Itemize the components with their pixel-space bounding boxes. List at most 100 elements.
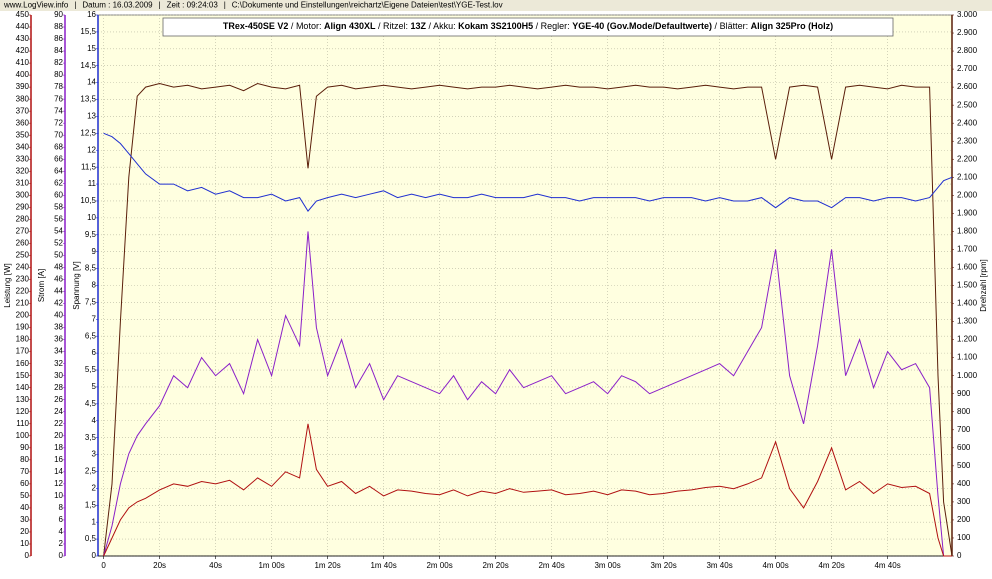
- y-tick-label: 48: [54, 263, 63, 272]
- info-part: Akku:: [433, 21, 456, 31]
- y-tick-label: 6: [92, 348, 97, 357]
- y-tick-label: 15,5: [80, 27, 96, 36]
- y-tick-label: 190: [16, 323, 30, 332]
- series-line: [103, 132, 953, 212]
- x-tick-label: 20s: [153, 561, 166, 570]
- info-part: TRex-450SE V2: [223, 21, 289, 31]
- y-tick-label: 32: [54, 359, 63, 368]
- y-tick-label: 3: [92, 450, 97, 459]
- separator: /: [288, 21, 296, 31]
- y-tick-label: 46: [54, 275, 63, 284]
- y-tick-label: 11: [88, 179, 97, 188]
- y-tick-label: 1.100: [957, 353, 978, 362]
- header-bar: [0, 0, 992, 11]
- y-tick-label: 54: [54, 227, 63, 236]
- series-line: [103, 82, 953, 557]
- y-tick-label: 78: [54, 82, 63, 91]
- y-tick-label: 280: [16, 214, 30, 223]
- y-tick-label: 22: [54, 419, 63, 428]
- y-tick-label: 220: [16, 287, 30, 296]
- y-tick-label: 900: [957, 389, 971, 398]
- header: www.LogView.info | Datum : 16.03.2009 | Zeit…: [3, 1, 503, 10]
- y-tick-label: 50: [20, 491, 29, 500]
- y-tick-label: 12: [87, 145, 96, 154]
- y-tick-label: 52: [54, 239, 63, 248]
- y-tick-label: 38: [54, 323, 63, 332]
- y-tick-label: 160: [16, 359, 30, 368]
- y-tick-label: 360: [16, 118, 30, 127]
- info-part: Motor:: [296, 21, 322, 31]
- y-tick-label: 12,5: [80, 128, 96, 137]
- y-tick-label: 16: [54, 455, 63, 464]
- y-tick-label: 2: [59, 539, 64, 548]
- y-tick-label: 440: [16, 22, 30, 31]
- y-tick-label: 2.000: [957, 190, 978, 199]
- y-tick-label: 390: [16, 82, 30, 91]
- y-tick-label: 16: [87, 10, 96, 19]
- axis-title: Strom [A]: [37, 269, 46, 302]
- y-tick-label: 150: [16, 371, 30, 380]
- y-tick-label: 10: [20, 539, 29, 548]
- x-tick-label: 3m 20s: [650, 561, 676, 570]
- y-tick-label: 320: [16, 166, 30, 175]
- y-tick-label: 2.100: [957, 172, 978, 181]
- y-tick-label: 70: [20, 467, 29, 476]
- y-tick-label: 5: [92, 382, 97, 391]
- y-tick-label: 450: [16, 10, 30, 19]
- y-tick-label: 12: [54, 479, 63, 488]
- y-tick-label: 420: [16, 46, 30, 55]
- separator: |: [224, 1, 226, 10]
- y-tick-label: 2.600: [957, 82, 978, 91]
- x-tick-label: 2m 40s: [538, 561, 564, 570]
- y-tick-label: 11,5: [81, 162, 97, 171]
- separator: |: [159, 1, 161, 10]
- y-tick-label: 50: [54, 251, 63, 260]
- y-tick-label: 7,5: [85, 298, 97, 307]
- y-tick-label: 0: [25, 551, 30, 560]
- y-tick-label: 0,5: [85, 534, 97, 543]
- y-tick-label: 90: [20, 443, 29, 452]
- y-tick-label: 28: [54, 383, 63, 392]
- y-tick-label: 2.400: [957, 118, 978, 127]
- y-tick-label: 330: [16, 154, 30, 163]
- y-tick-label: 2.800: [957, 46, 978, 55]
- y-tick-label: 350: [16, 130, 30, 139]
- x-tick-label: 1m 00s: [258, 561, 284, 570]
- y-tick-label: 500: [957, 461, 971, 470]
- info-text: TRex-450SE V2 / Motor: Align 430XL / Rit…: [223, 21, 833, 31]
- y-tick-label: 260: [16, 239, 30, 248]
- y-tick-label: 60: [54, 190, 63, 199]
- axis-title: Spannung [V]: [72, 261, 81, 309]
- y-tick-label: 10: [54, 491, 63, 500]
- y-tick-label: 18: [54, 443, 63, 452]
- y-tick-label: 14: [54, 467, 63, 476]
- y-tick-label: 20: [54, 431, 63, 440]
- y-tick-label: 76: [54, 94, 63, 103]
- y-tick-label: 90: [54, 10, 63, 19]
- y-tick-label: 2.700: [957, 64, 978, 73]
- y-tick-label: 600: [957, 443, 971, 452]
- y-tick-label: 300: [16, 190, 30, 199]
- y-tick-label: 7: [92, 314, 97, 323]
- y-tick-label: 88: [54, 22, 63, 31]
- y-tick-label: 40: [54, 311, 63, 320]
- y-tick-label: 180: [16, 335, 30, 344]
- y-tick-label: 430: [16, 34, 30, 43]
- y-tick-label: 0: [957, 551, 962, 560]
- y-tick-label: 10,5: [80, 196, 96, 205]
- y-tick-label: 82: [54, 58, 63, 67]
- y-tick-label: 80: [20, 455, 29, 464]
- y-tick-label: 110: [16, 419, 29, 428]
- y-tick-label: 2: [92, 483, 97, 492]
- y-tick-label: 64: [54, 166, 63, 175]
- y-tick-label: 4,5: [85, 399, 97, 408]
- separator: /: [533, 21, 541, 31]
- y-tick-label: 62: [54, 178, 63, 187]
- y-tick-label: 200: [16, 311, 30, 320]
- y-tick-label: 30: [20, 515, 29, 524]
- y-tick-label: 14,5: [80, 61, 96, 70]
- y-tick-label: 3.000: [957, 10, 978, 19]
- y-tick-label: 10: [87, 213, 96, 222]
- y-tick-label: 13: [87, 112, 96, 121]
- y-tick-label: 2.300: [957, 136, 978, 145]
